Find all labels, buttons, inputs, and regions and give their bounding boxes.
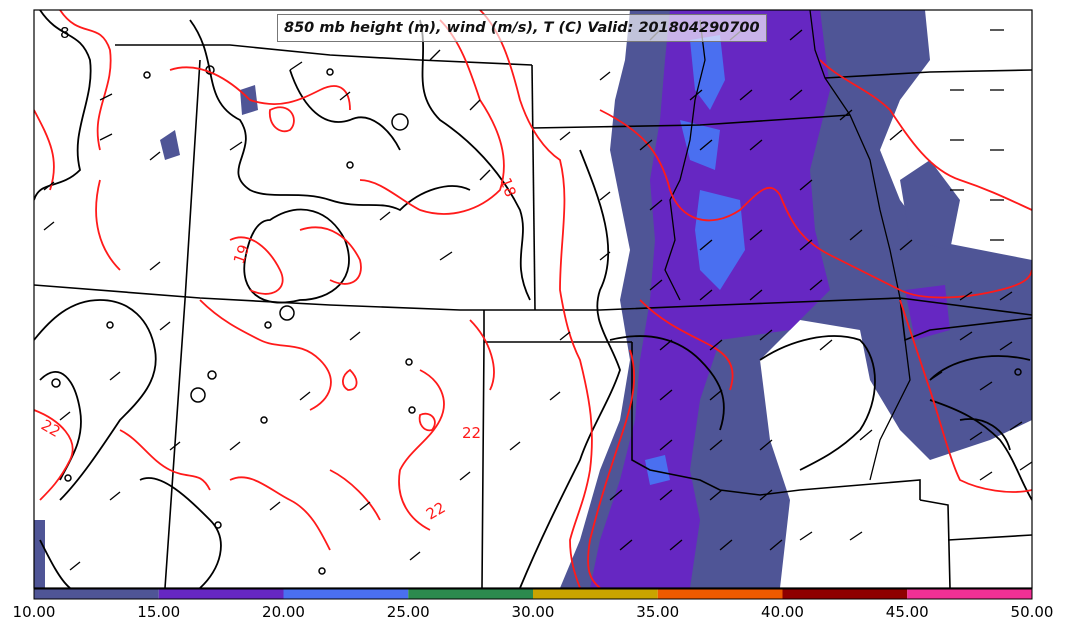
colorbar-segment — [533, 589, 658, 599]
colorbar-frame — [33, 588, 1033, 600]
contour-label-18: 18 — [496, 175, 519, 199]
colorbar-segment — [34, 589, 159, 599]
contour-label-small: 8 — [60, 24, 70, 42]
colorbar-tick-label: 10.00 — [12, 603, 56, 621]
height-contour-cells — [51, 65, 1022, 575]
river-lines — [664, 10, 911, 481]
colorbar-tick-label: 40.00 — [761, 603, 804, 621]
colorbar — [33, 588, 1033, 600]
colorbar-tick-label: 50.00 — [1010, 603, 1054, 621]
state-borders — [34, 44, 1032, 588]
contour-label-22-center: 22 — [462, 424, 481, 442]
wind-speed-shading-15-20 — [590, 10, 950, 588]
temperature-contours — [34, 10, 1032, 588]
colorbar-segment — [782, 589, 908, 599]
height-contours — [34, 10, 1032, 588]
colorbar-segment — [283, 589, 409, 599]
colorbar-segment — [408, 589, 533, 599]
colorbar-tick-label: 45.00 — [885, 603, 929, 621]
colorbar-tick-label: 30.00 — [511, 603, 555, 621]
colorbar-tick-label: 35.00 — [636, 603, 680, 621]
wind-barbs — [43, 29, 1032, 571]
colorbar-segment — [907, 589, 1032, 599]
map-frame — [33, 9, 1033, 589]
colorbar-tick-label: 20.00 — [262, 603, 305, 621]
colorbar-tick-label: 15.00 — [137, 603, 181, 621]
colorbar-segment — [657, 589, 783, 599]
contour-label-19: 19 — [230, 242, 253, 266]
colorbar-tick-label: 25.00 — [386, 603, 430, 621]
colorbar-segment — [158, 589, 284, 599]
map-title: 850 mb height (m), wind (m/s), T (C) Val… — [277, 14, 767, 42]
